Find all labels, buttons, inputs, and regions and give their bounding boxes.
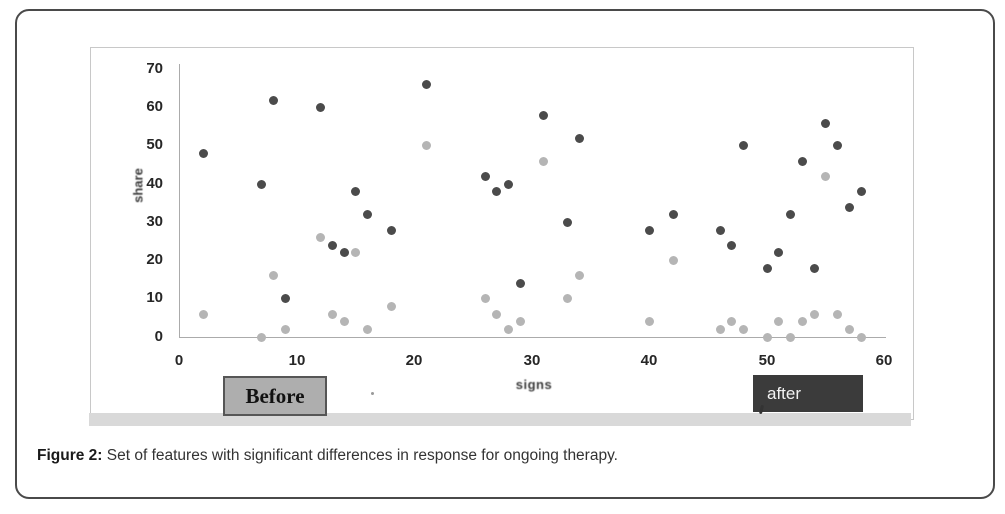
scatter-point-before [575, 271, 584, 280]
scatter-point-after [774, 248, 783, 257]
scatter-point-before [774, 317, 783, 326]
scatter-point-before [481, 294, 490, 303]
scatter-point-before [504, 325, 513, 334]
scatter-point-before [727, 317, 736, 326]
x-tick-label: 40 [640, 352, 658, 369]
scatter-point-after [422, 80, 431, 89]
scatter-point-after [786, 210, 795, 219]
scatter-point-after [727, 241, 736, 250]
scatter-point-before [387, 302, 396, 311]
legend-before-box: Before [223, 376, 327, 416]
scatter-point-after [340, 248, 349, 257]
stray-artifact-dot [371, 392, 374, 395]
scatter-point-before [492, 310, 501, 319]
scatter-point-before [281, 325, 290, 334]
y-tick-label: 10 [146, 289, 163, 306]
scatter-point-after [516, 279, 525, 288]
scatter-point-after [257, 180, 266, 189]
scatter-point-before [716, 325, 725, 334]
x-tick-label: 30 [523, 352, 541, 369]
scatter-point-after [810, 264, 819, 273]
figure-image-panel [90, 47, 914, 420]
scatter-point-after [363, 210, 372, 219]
scatter-point-before [645, 317, 654, 326]
scatter-point-after [857, 187, 866, 196]
scatter-point-after [539, 111, 548, 120]
y-tick-label: 20 [146, 251, 163, 268]
scatter-point-after [739, 141, 748, 150]
scatter-point-after [798, 157, 807, 166]
scatter-point-before [833, 310, 842, 319]
scatter-point-before [539, 157, 548, 166]
scatter-point-after [845, 203, 854, 212]
scatter-point-after [199, 149, 208, 158]
scatter-point-before [257, 333, 266, 342]
y-tick-label: 30 [146, 213, 163, 230]
scatter-point-after [645, 226, 654, 235]
figure-bottom-band [89, 413, 911, 426]
scatter-point-after [351, 187, 360, 196]
legend-after-label: after [767, 384, 802, 403]
scatter-point-before [316, 233, 325, 242]
scatter-point-before [857, 333, 866, 342]
scatter-point-after [281, 294, 290, 303]
figure-caption-text: Set of features with significant differe… [102, 447, 618, 464]
scatter-point-before [786, 333, 795, 342]
x-axis-title: signs [515, 377, 553, 392]
x-tick-label: 60 [875, 352, 893, 369]
scatter-point-before [328, 310, 337, 319]
scatter-point-after [387, 226, 396, 235]
y-tick-label: 0 [154, 328, 163, 345]
scatter-point-after [328, 241, 337, 250]
x-tick-label: 10 [288, 352, 306, 369]
scatter-point-after [504, 180, 513, 189]
x-tick-label: 50 [758, 352, 776, 369]
figure-caption: Figure 2: Set of features with significa… [37, 447, 957, 465]
scatter-point-before [351, 248, 360, 257]
scatter-point-after [833, 141, 842, 150]
x-axis-line [179, 337, 886, 338]
legend-after-box: after [753, 375, 863, 412]
legend-before-label: Before [245, 384, 305, 408]
x-tick-label: 20 [405, 352, 423, 369]
scatter-point-after [269, 96, 278, 105]
scatter-point-after [492, 187, 501, 196]
scatter-point-after [316, 103, 325, 112]
scatter-point-after [669, 210, 678, 219]
scatter-point-after [821, 119, 830, 128]
scatter-point-before [563, 294, 572, 303]
scatter-point-before [763, 333, 772, 342]
scatter-point-after [563, 218, 572, 227]
scatter-point-after [481, 172, 490, 181]
scatter-point-before [516, 317, 525, 326]
x-tick-label: 0 [174, 352, 184, 369]
figure-caption-label: Figure 2: [37, 447, 103, 464]
scatter-point-before [810, 310, 819, 319]
scatter-point-before [845, 325, 854, 334]
scatter-point-before [739, 325, 748, 334]
y-tick-label: 60 [146, 98, 163, 115]
scatter-point-before [669, 256, 678, 265]
scatter-point-after [575, 134, 584, 143]
scatter-point-before [821, 172, 830, 181]
y-tick-label: 70 [146, 60, 163, 77]
y-tick-label: 40 [146, 175, 163, 192]
scatter-point-after [763, 264, 772, 273]
scatter-point-before [199, 310, 208, 319]
scatter-point-before [269, 271, 278, 280]
y-tick-label: 50 [146, 136, 163, 153]
y-axis-line [179, 64, 180, 338]
scatter-point-before [340, 317, 349, 326]
scatter-point-before [363, 325, 372, 334]
scatter-point-before [798, 317, 807, 326]
scatter-point-before [422, 141, 431, 150]
scatter-point-after [716, 226, 725, 235]
